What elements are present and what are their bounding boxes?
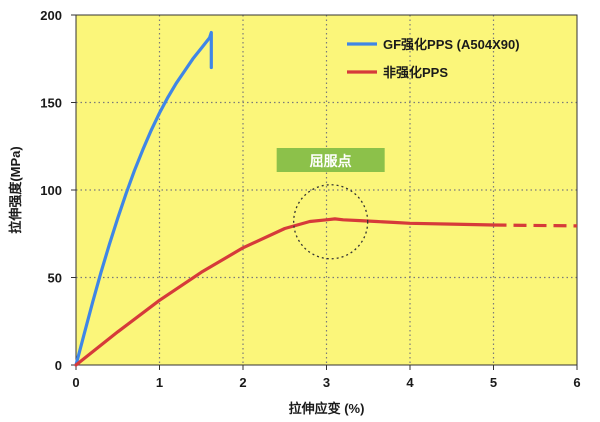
series-line-1 [74, 30, 213, 367]
y-tick-label: 50 [48, 271, 62, 286]
y-axis-title: 拉伸强度(MPa) [8, 146, 23, 233]
yield-point-label-box [276, 148, 385, 172]
y-tick-label: 100 [40, 183, 62, 198]
y-tick-label: 200 [40, 8, 62, 23]
x-tick-label: 4 [406, 375, 414, 390]
x-axis-title: 拉伸应变 (%) [289, 401, 365, 416]
x-tick-label: 5 [490, 375, 497, 390]
x-tick-label: 1 [156, 375, 163, 390]
x-tick-label: 0 [72, 375, 79, 390]
x-tick-label: 6 [573, 375, 580, 390]
legend-label-2: 非强化PPS [383, 65, 448, 80]
y-tick-label: 150 [40, 96, 62, 111]
plot-area [76, 15, 577, 365]
legend-label-1: GF强化PPS (A504X90) [383, 37, 520, 52]
yield-point-marker [293, 184, 369, 260]
x-tick-label: 2 [239, 375, 246, 390]
y-tick-label: 0 [55, 358, 62, 373]
series-line-2-dashed-extension [493, 223, 578, 228]
series-line-2 [74, 217, 496, 367]
x-tick-label: 3 [323, 375, 330, 390]
yield-point-label: 屈服点 [310, 153, 352, 169]
